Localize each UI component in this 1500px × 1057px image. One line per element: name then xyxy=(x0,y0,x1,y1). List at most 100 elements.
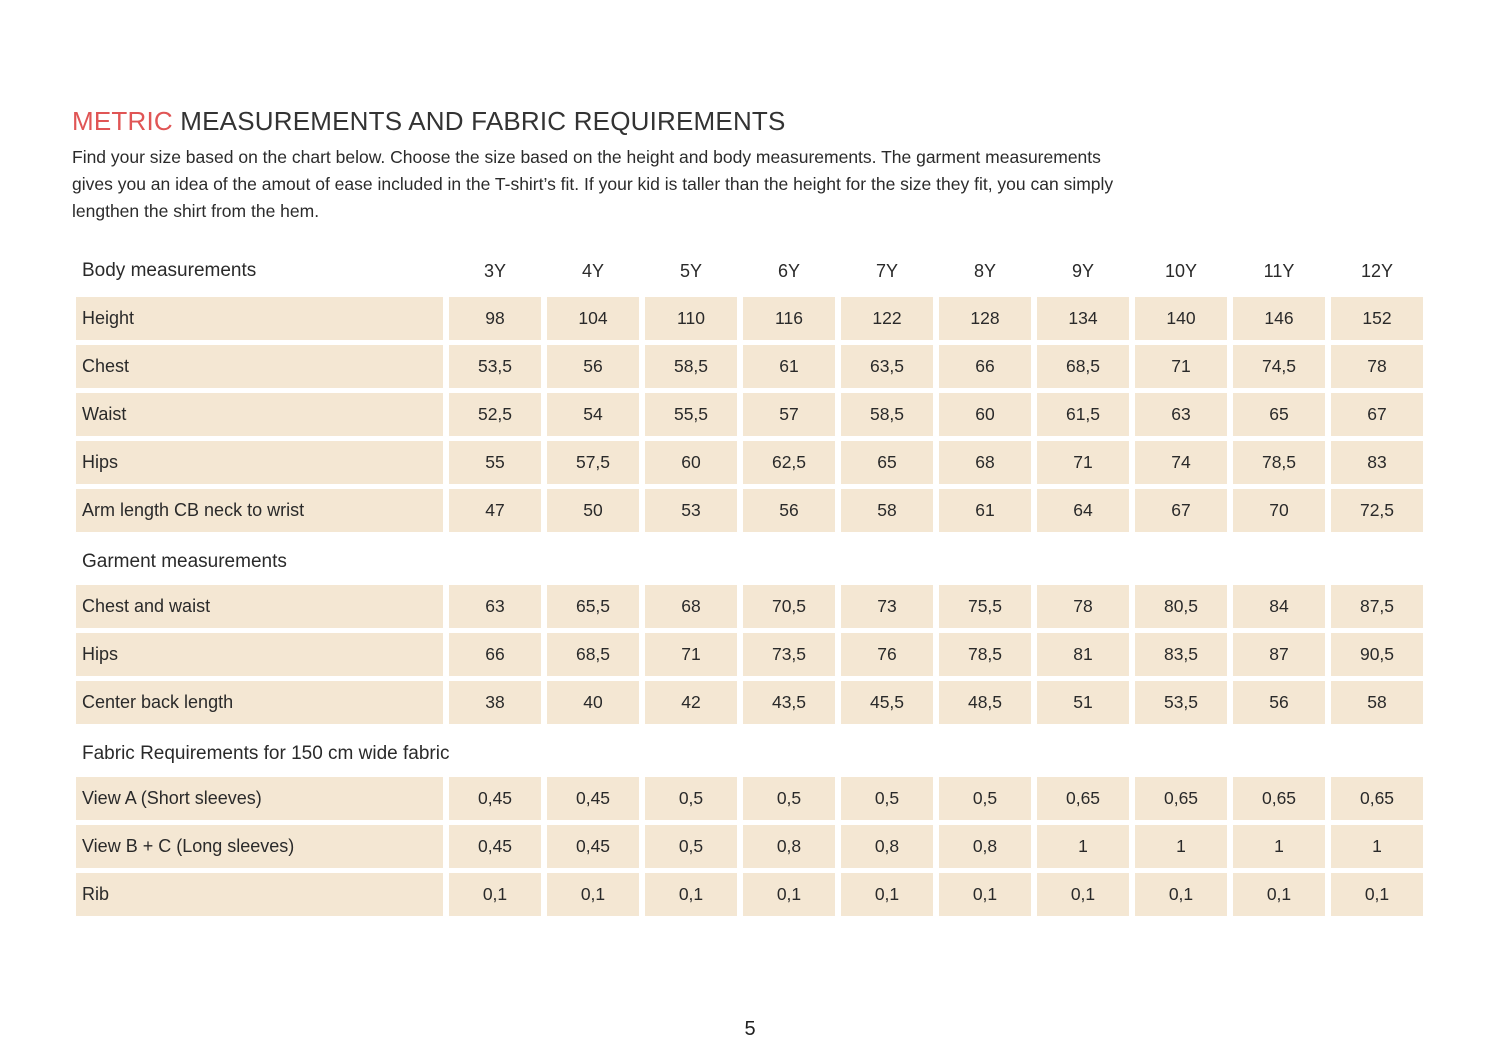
value-cell: 146 xyxy=(1233,297,1325,340)
value-cell: 74,5 xyxy=(1233,345,1325,388)
value-cell: 61 xyxy=(939,489,1031,532)
value-cell: 73,5 xyxy=(743,633,835,676)
value-cell: 66 xyxy=(939,345,1031,388)
value-cell: 53,5 xyxy=(1135,681,1227,724)
value-cell: 83,5 xyxy=(1135,633,1227,676)
value-cell: 0,45 xyxy=(547,777,639,820)
value-cell: 58,5 xyxy=(645,345,737,388)
value-cell: 71 xyxy=(645,633,737,676)
value-cell: 51 xyxy=(1037,681,1129,724)
value-cell: 0,8 xyxy=(841,825,933,868)
value-cell: 57 xyxy=(743,393,835,436)
table-row: Arm length CB neck to wrist 47 50 53 56 58 61 6… xyxy=(76,489,1423,532)
value-cell: 128 xyxy=(939,297,1031,340)
size-column-header: 9Y xyxy=(1071,260,1095,281)
value-cell: 60 xyxy=(939,393,1031,436)
value-cell: 122 xyxy=(841,297,933,340)
value-cell: 70 xyxy=(1233,489,1325,532)
value-cell: 45,5 xyxy=(841,681,933,724)
row-label: Rib xyxy=(76,873,443,916)
row-label: Center back length xyxy=(76,681,443,724)
value-cell: 0,8 xyxy=(939,825,1031,868)
row-label: Hips xyxy=(76,441,443,484)
row-label: Hips xyxy=(76,633,443,676)
value-cell: 0,1 xyxy=(1331,873,1423,916)
value-cell: 0,5 xyxy=(939,777,1031,820)
value-cell: 87,5 xyxy=(1331,585,1423,628)
table-row: Chest 53,5 56 58,5 61 63,5 66 68,5 71 74,5 78 xyxy=(76,345,1423,388)
value-cell: 76 xyxy=(841,633,933,676)
row-label: Chest and waist xyxy=(76,585,443,628)
section-header-body-measurements: Body measurements xyxy=(82,260,257,281)
value-cell: 78 xyxy=(1331,345,1423,388)
value-cell: 68 xyxy=(645,585,737,628)
value-cell: 54 xyxy=(547,393,639,436)
row-label: Chest xyxy=(76,345,443,388)
value-cell: 65 xyxy=(1233,393,1325,436)
table-row: Chest and waist 63 65,5 68 70,5 73 75,5 78 80,5 8… xyxy=(76,585,1423,628)
value-cell: 0,1 xyxy=(1233,873,1325,916)
intro-line: Find your size based on the chart below.… xyxy=(72,147,1101,167)
value-cell: 140 xyxy=(1135,297,1227,340)
document-page: METRIC MEASUREMENTS AND FABRIC REQUIREME… xyxy=(72,106,1428,916)
value-cell: 61,5 xyxy=(1037,393,1129,436)
value-cell: 47 xyxy=(449,489,541,532)
value-cell: 0,1 xyxy=(645,873,737,916)
value-cell: 55 xyxy=(449,441,541,484)
value-cell: 53,5 xyxy=(449,345,541,388)
value-cell: 0,5 xyxy=(645,825,737,868)
value-cell: 0,1 xyxy=(743,873,835,916)
value-cell: 1 xyxy=(1233,825,1325,868)
section-header-garment-measurements: Garment measurements xyxy=(82,551,287,572)
row-label: Waist xyxy=(76,393,443,436)
value-cell: 67 xyxy=(1331,393,1423,436)
value-cell: 57,5 xyxy=(547,441,639,484)
value-cell: 65,5 xyxy=(547,585,639,628)
value-cell: 110 xyxy=(645,297,737,340)
value-cell: 0,45 xyxy=(547,825,639,868)
value-cell: 104 xyxy=(547,297,639,340)
value-cell: 78 xyxy=(1037,585,1129,628)
row-label: Height xyxy=(76,297,443,340)
value-cell: 62,5 xyxy=(743,441,835,484)
value-cell: 67 xyxy=(1135,489,1227,532)
value-cell: 60 xyxy=(645,441,737,484)
table-row: Hips 55 57,5 60 62,5 65 68 71 74 78,5 83 xyxy=(76,441,1423,484)
value-cell: 0,8 xyxy=(743,825,835,868)
value-cell: 1 xyxy=(1331,825,1423,868)
value-cell: 65 xyxy=(841,441,933,484)
value-cell: 0,1 xyxy=(449,873,541,916)
value-cell: 68,5 xyxy=(1037,345,1129,388)
size-column-header: 3Y xyxy=(483,260,507,281)
value-cell: 72,5 xyxy=(1331,489,1423,532)
size-column-header: 5Y xyxy=(679,260,703,281)
size-header-row: Body measurements 3Y 4Y 5Y 6Y 7Y 8Y 9Y 10Y 11Y 12Y xyxy=(76,250,1423,292)
intro-line: lengthen the shirt from the hem. xyxy=(72,201,320,221)
size-column-header: 6Y xyxy=(777,260,801,281)
value-cell: 84 xyxy=(1233,585,1325,628)
value-cell: 71 xyxy=(1037,441,1129,484)
value-cell: 0,45 xyxy=(449,825,541,868)
value-cell: 66 xyxy=(449,633,541,676)
row-label: View A (Short sleeves) xyxy=(76,777,443,820)
value-cell: 0,65 xyxy=(1233,777,1325,820)
value-cell: 63,5 xyxy=(841,345,933,388)
value-cell: 0,1 xyxy=(1037,873,1129,916)
value-cell: 1 xyxy=(1037,825,1129,868)
value-cell: 0,65 xyxy=(1135,777,1227,820)
size-column-header: 7Y xyxy=(875,260,899,281)
page-title-rest: MEASUREMENTS AND FABRIC REQUIREMENTS xyxy=(172,106,786,136)
value-cell: 40 xyxy=(547,681,639,724)
page-title: METRIC MEASUREMENTS AND FABRIC REQUIREME… xyxy=(72,106,1428,137)
value-cell: 64 xyxy=(1037,489,1129,532)
value-cell: 68 xyxy=(939,441,1031,484)
value-cell: 53 xyxy=(645,489,737,532)
value-cell: 0,1 xyxy=(939,873,1031,916)
value-cell: 1 xyxy=(1135,825,1227,868)
value-cell: 0,45 xyxy=(449,777,541,820)
value-cell: 43,5 xyxy=(743,681,835,724)
table-row: Rib 0,1 0,1 0,1 0,1 0,1 0,1 0,1 0,1 0,1 0,1 xyxy=(76,873,1423,916)
value-cell: 58,5 xyxy=(841,393,933,436)
size-column-header: 4Y xyxy=(581,260,605,281)
table-row: View B + C (Long sleeves) 0,45 0,45 0,5 0,8 0… xyxy=(76,825,1423,868)
